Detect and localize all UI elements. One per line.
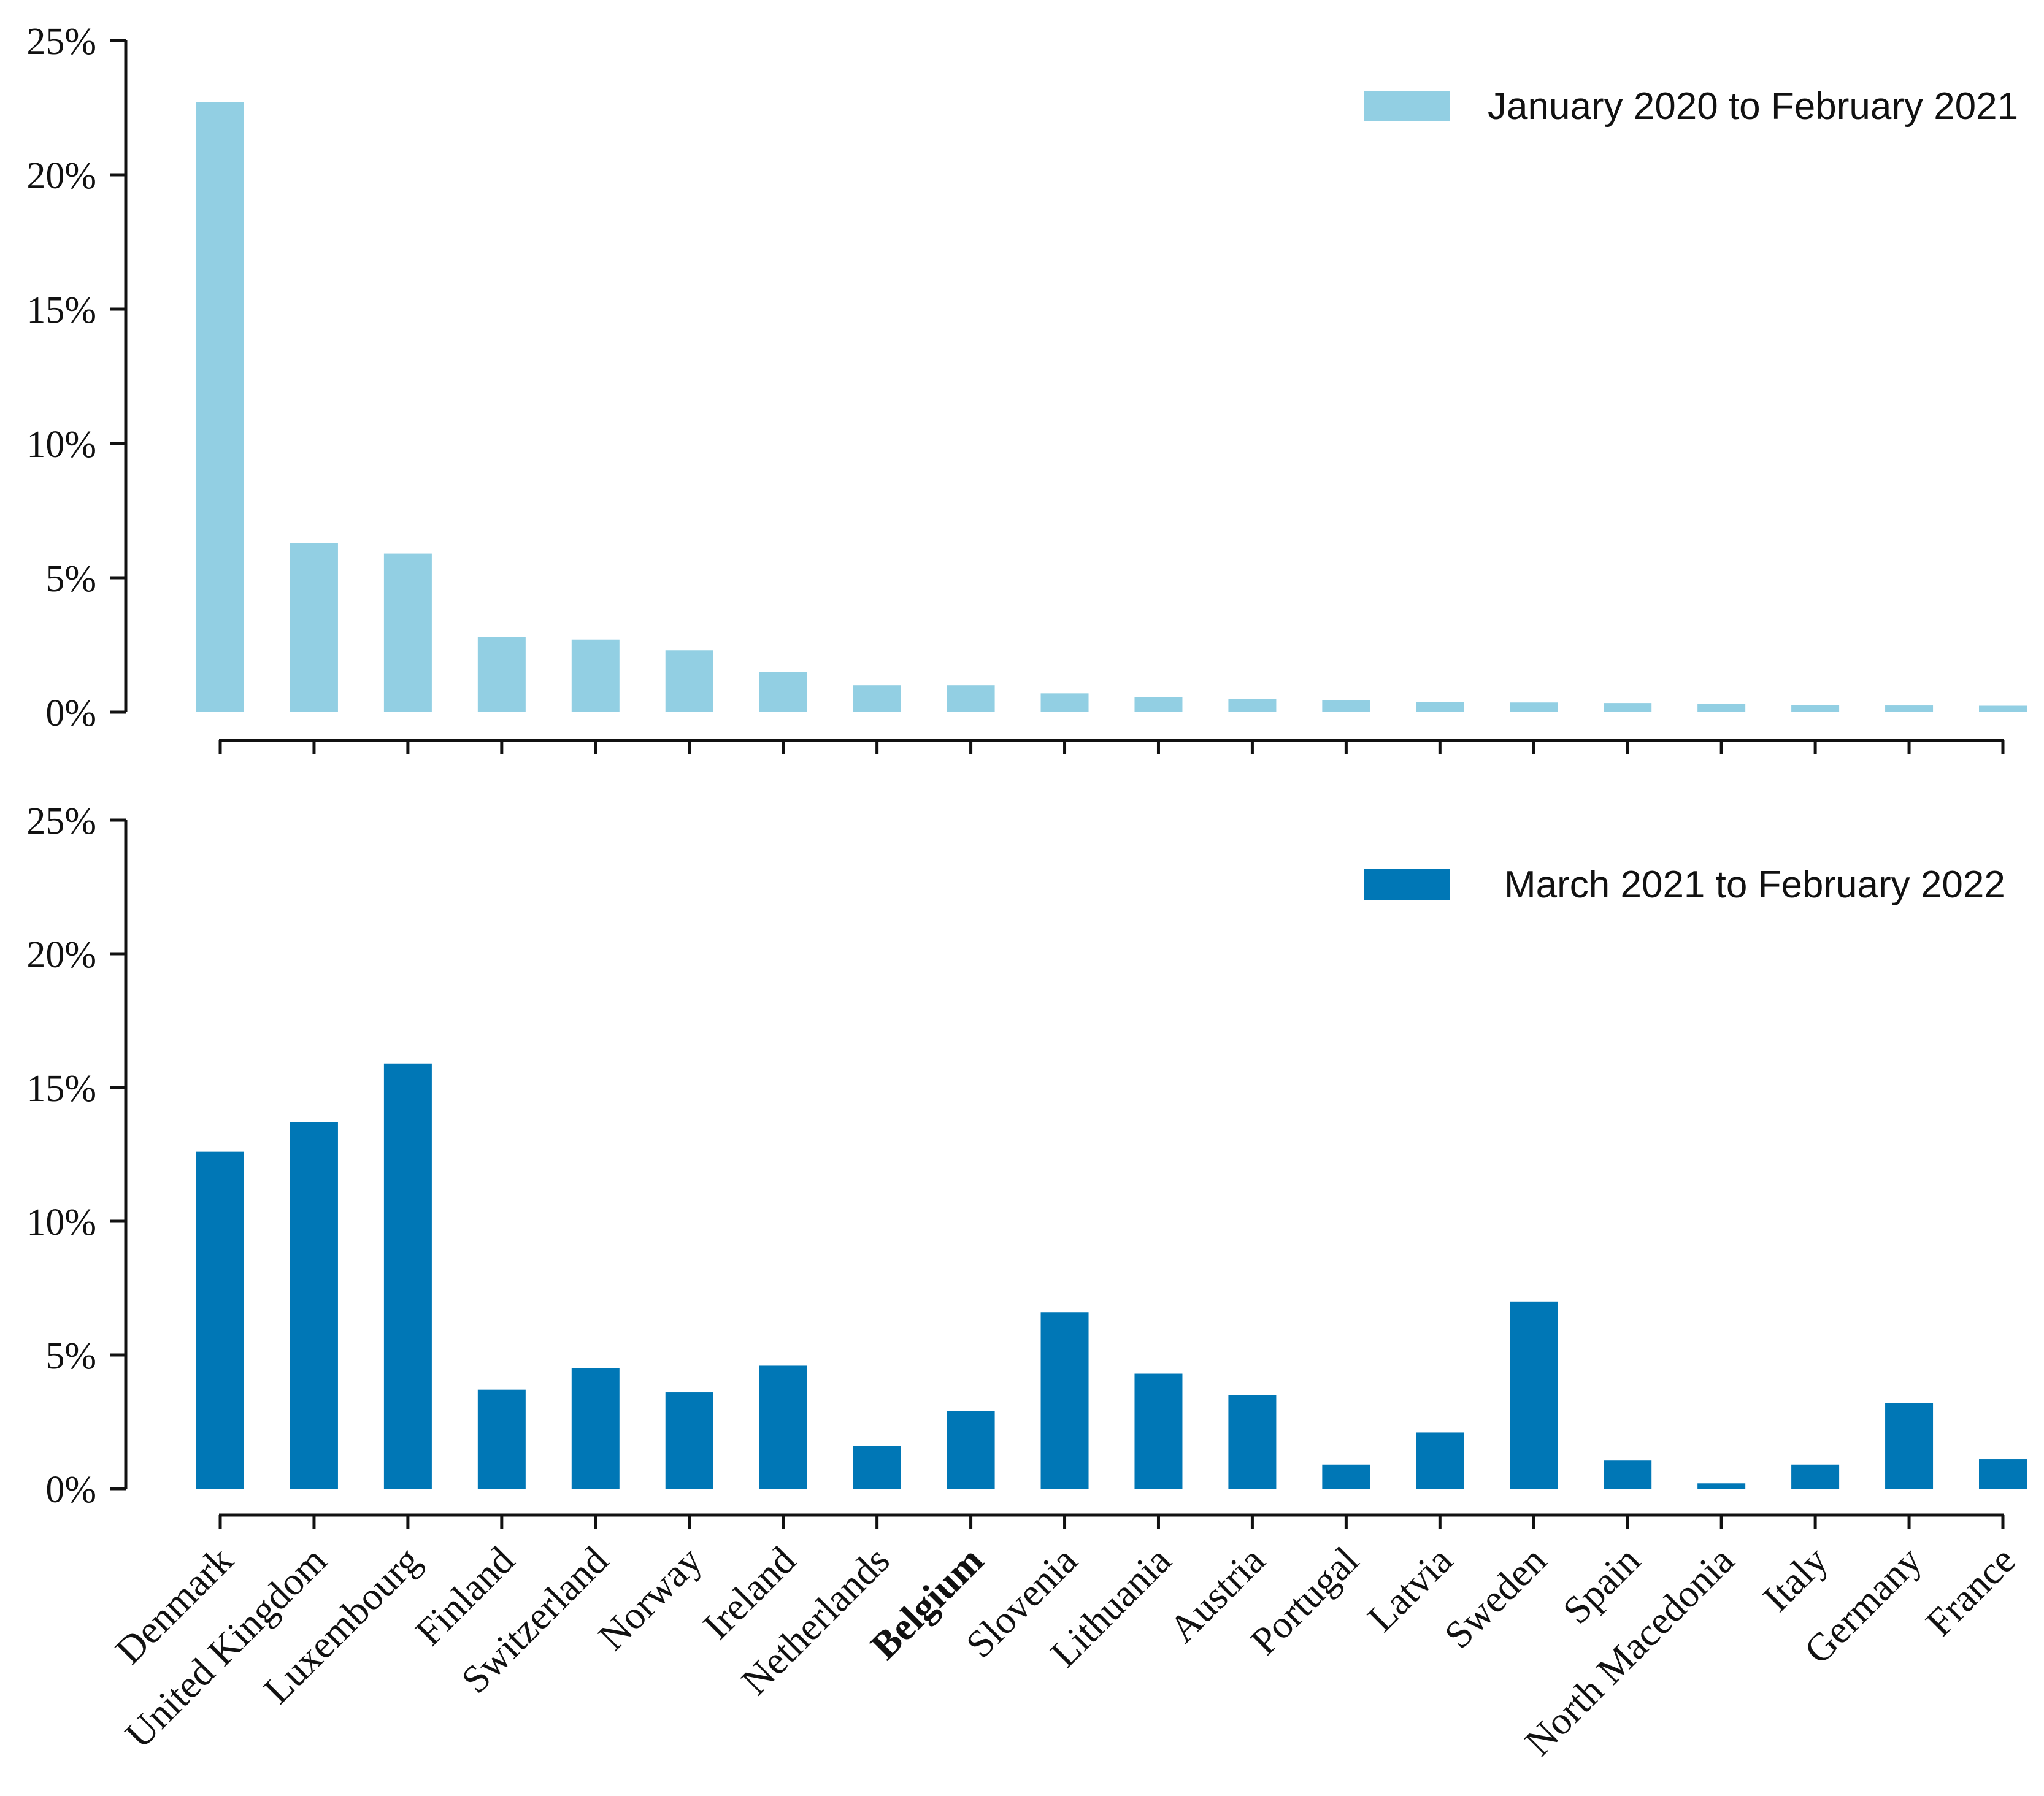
y-tick-label: 0% <box>45 1469 96 1511</box>
bar-sweden <box>1510 702 1558 712</box>
bar-france <box>1979 1459 2027 1489</box>
bar-finland <box>477 637 526 712</box>
bar-finland <box>477 1389 526 1489</box>
y-tick-label: 0% <box>45 693 96 734</box>
bar-luxembourg <box>383 553 432 712</box>
y-tick-label: 25% <box>26 800 96 842</box>
legend-swatch <box>1364 91 1450 121</box>
x-category-label: Norway <box>590 1538 710 1659</box>
bar-ireland <box>759 1365 807 1489</box>
chart-panel-top: 0% 5% 10% 15% 20% 25% January 2020 to February… <box>26 21 2027 754</box>
bar-france <box>1979 705 2027 712</box>
y-tick-label: 5% <box>45 1335 96 1377</box>
bar-denmark <box>196 102 244 713</box>
bar-portugal <box>1322 1464 1370 1489</box>
y-tick-label: 25% <box>26 21 96 63</box>
y-tick-label: 10% <box>26 424 96 466</box>
bar-switzerland <box>571 639 620 712</box>
x-category-label: Italy <box>1754 1538 1836 1620</box>
x-category-label: Sweden <box>1436 1538 1554 1657</box>
y-tick-label: 20% <box>26 155 96 197</box>
bar-united-kingdom <box>290 1122 338 1489</box>
bar-denmark <box>196 1151 244 1489</box>
bar-north-macedonia <box>1697 704 1746 712</box>
bar-latvia <box>1416 702 1464 712</box>
bar-belgium <box>947 1411 995 1489</box>
chart-panel-bottom: 0% 5% 10% 15% 20% 25% March 2021 to February 2… <box>26 800 2027 1764</box>
x-category-label: France <box>1918 1538 2024 1644</box>
bar-germany <box>1885 1403 1934 1489</box>
bar-luxembourg <box>383 1063 432 1489</box>
bar-germany <box>1885 705 1934 712</box>
y-tick-label: 5% <box>45 558 96 600</box>
bar-ireland <box>759 672 807 712</box>
bar-netherlands <box>853 685 901 712</box>
y-tick-label: 10% <box>26 1202 96 1243</box>
bar-italy <box>1791 1464 1840 1489</box>
bar-lithuania <box>1134 1373 1183 1489</box>
bar-north-macedonia <box>1697 1483 1746 1489</box>
bar-lithuania <box>1134 697 1183 712</box>
bar-norway <box>665 1392 713 1489</box>
bar-austria <box>1228 1395 1277 1489</box>
bar-spain <box>1604 1460 1652 1489</box>
bar-netherlands <box>853 1446 901 1489</box>
legend-label: January 2020 to February 2021 <box>1488 85 2018 128</box>
bar-belgium <box>947 685 995 712</box>
bar-switzerland <box>571 1368 620 1489</box>
bar-united-kingdom <box>290 543 338 712</box>
bar-spain <box>1604 703 1652 712</box>
legend-label: March 2021 to February 2022 <box>1504 864 2005 906</box>
bar-norway <box>665 650 713 712</box>
legend-swatch <box>1364 869 1450 900</box>
y-tick-label: 15% <box>26 290 96 331</box>
bar-latvia <box>1416 1432 1464 1489</box>
bar-austria <box>1228 699 1277 712</box>
y-tick-label: 20% <box>26 934 96 976</box>
bar-sweden <box>1510 1301 1558 1489</box>
bar-slovenia <box>1040 693 1089 712</box>
bar-slovenia <box>1040 1312 1089 1489</box>
bar-portugal <box>1322 700 1370 712</box>
y-tick-label: 15% <box>26 1068 96 1110</box>
bar-italy <box>1791 705 1840 712</box>
